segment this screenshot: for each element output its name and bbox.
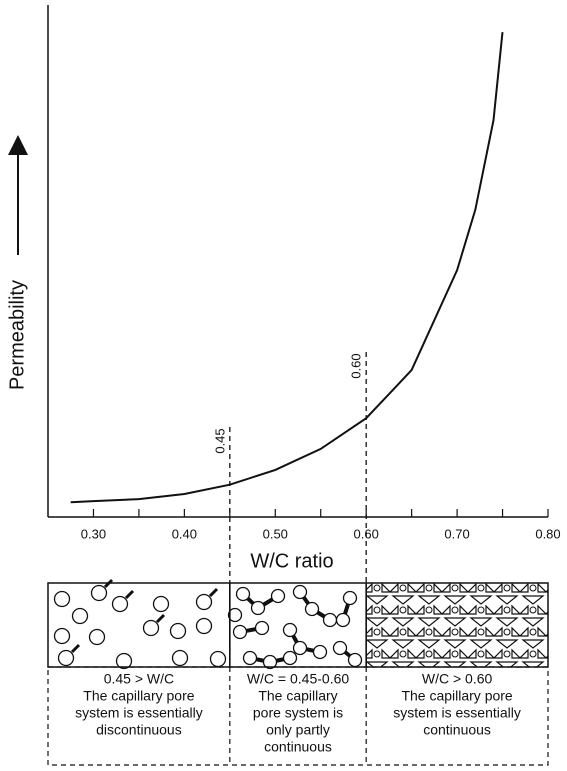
pore-channel <box>70 643 81 654</box>
pore <box>90 584 108 602</box>
pore <box>254 620 270 636</box>
pore-channel <box>124 589 135 600</box>
pore-channel <box>155 613 166 624</box>
pore <box>115 652 133 670</box>
panel-heading: 0.45 > W/C <box>104 671 174 687</box>
description-box <box>47 666 549 766</box>
y-axis-label: Permeability <box>6 280 28 390</box>
x-tick-label: 0.30 <box>81 526 106 541</box>
pore-network <box>366 583 548 667</box>
pore <box>270 588 286 604</box>
pore <box>88 628 106 646</box>
x-axis-label: W/C ratio <box>250 550 333 572</box>
pore <box>209 650 227 668</box>
pore <box>342 590 358 606</box>
panel-description: system is essentially <box>75 705 203 721</box>
panel-description: only partly <box>266 722 330 738</box>
panel-heading: W/C = 0.45-0.60 <box>247 671 350 687</box>
panel-description: The capillary pore <box>83 688 194 704</box>
pore <box>262 654 278 670</box>
pore <box>232 624 248 640</box>
x-tick-label: 0.70 <box>444 526 469 541</box>
pore <box>142 619 160 637</box>
panel-description: continuous <box>264 739 332 755</box>
pore <box>227 607 243 623</box>
panel-description: discontinuous <box>96 722 182 738</box>
pore <box>53 627 71 645</box>
pore <box>235 586 251 602</box>
pore <box>71 607 89 625</box>
connected-pores <box>227 584 363 670</box>
pore <box>282 622 298 638</box>
x-tick-label: 0.80 <box>535 526 560 541</box>
panel-heading: W/C > 0.60 <box>422 671 493 687</box>
x-tick-label: 0.50 <box>263 526 288 541</box>
pore <box>57 649 75 667</box>
pore-network-fill <box>366 583 548 667</box>
x-tick-label: 0.40 <box>172 526 197 541</box>
pore-channel <box>208 587 219 598</box>
panel-description: The capillary <box>258 688 337 704</box>
panel-description: continuous <box>423 722 491 738</box>
pore <box>292 640 308 656</box>
permeability-curve <box>70 31 504 504</box>
pore <box>304 601 320 617</box>
pore <box>195 593 213 611</box>
pore <box>111 595 129 613</box>
pore <box>152 595 170 613</box>
pore <box>282 650 298 666</box>
panel-description: pore system is <box>253 705 343 721</box>
isolated-pores <box>53 578 227 670</box>
pore <box>347 652 363 668</box>
pore <box>312 644 328 660</box>
panel-description: system is essentially <box>393 705 521 721</box>
pore <box>53 590 71 608</box>
threshold-label: 0.45 <box>212 428 227 453</box>
pore <box>332 640 348 656</box>
pore <box>292 584 308 600</box>
pore <box>322 612 338 628</box>
pore <box>171 649 189 667</box>
threshold-label: 0.60 <box>349 353 364 378</box>
pore <box>242 650 258 666</box>
pore <box>195 617 213 635</box>
pore <box>335 612 351 628</box>
pore <box>250 600 266 616</box>
pore <box>169 622 187 640</box>
panel-description: The capillary pore <box>401 688 512 704</box>
